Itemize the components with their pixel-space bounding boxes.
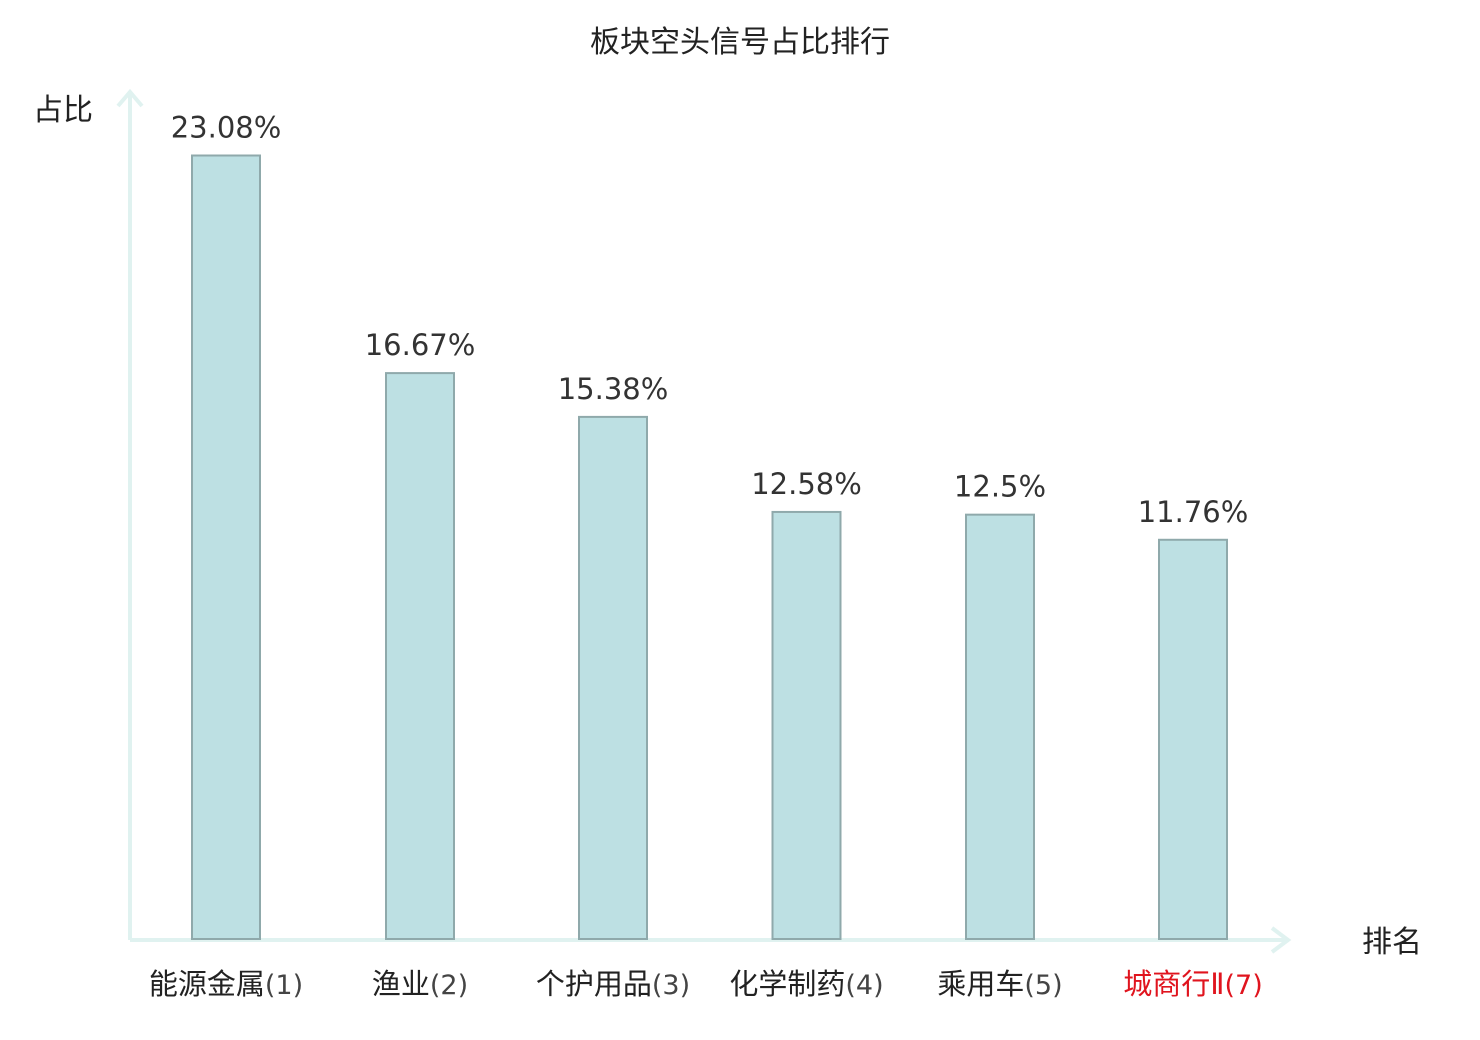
value-labels-group: 23.08% 16.67% 15.38% 12.58% 12.5% 11.76%: [171, 111, 1249, 529]
category-rank-5: (5): [1024, 970, 1062, 1001]
category-label-1: 能源金属(1): [149, 967, 303, 1001]
value-label-5: 12.5%: [954, 470, 1046, 504]
value-label-2: 16.67%: [365, 328, 476, 362]
value-label-4: 12.58%: [751, 467, 862, 501]
category-name-4: 化学制药: [729, 967, 845, 1001]
category-rank-2: (2): [430, 970, 468, 1001]
category-label-6: 城商行Ⅱ(7): [1123, 967, 1263, 1001]
y-axis: [116, 88, 144, 940]
bar-3: [578, 415, 648, 940]
bar-6: [1158, 538, 1228, 940]
category-rank-6: (7): [1225, 970, 1263, 1001]
bar-1: [191, 154, 261, 940]
value-label-1: 23.08%: [171, 111, 282, 145]
bar-2: [385, 372, 455, 940]
value-label-3: 15.38%: [558, 372, 669, 406]
category-label-5: 乘用车(5): [937, 967, 1062, 1001]
category-label-2: 渔业(2): [372, 967, 468, 1001]
y-axis-arrow: [116, 88, 144, 108]
category-name-2: 渔业: [372, 967, 430, 1001]
category-labels-group: 能源金属(1) 渔业(2) 个护用品(3) 化学制药(4) 乘用车(5) 城商行Ⅱ(7): [149, 967, 1263, 1001]
category-rank-1: (1): [265, 970, 303, 1001]
y-axis-label: 占比: [33, 93, 93, 128]
x-axis: [130, 926, 1292, 954]
category-rank-4: (4): [845, 970, 883, 1001]
category-name-3: 个护用品: [536, 967, 652, 1001]
category-name-6: 城商行Ⅱ: [1123, 967, 1224, 1001]
category-label-4: 化学制药(4): [729, 967, 883, 1001]
category-name-5: 乘用车: [937, 967, 1024, 1001]
value-label-6: 11.76%: [1138, 495, 1249, 529]
bars-group: [191, 154, 1228, 941]
chart-title: 板块空头信号占比排行: [590, 25, 890, 60]
category-name-1: 能源金属: [149, 967, 265, 1001]
x-axis-label: 排名: [1362, 925, 1422, 960]
x-axis-arrow: [1270, 926, 1292, 954]
category-rank-3: (3): [652, 970, 690, 1001]
bar-5: [965, 513, 1035, 941]
category-label-3: 个护用品(3): [536, 967, 690, 1001]
bar-4: [771, 510, 842, 940]
